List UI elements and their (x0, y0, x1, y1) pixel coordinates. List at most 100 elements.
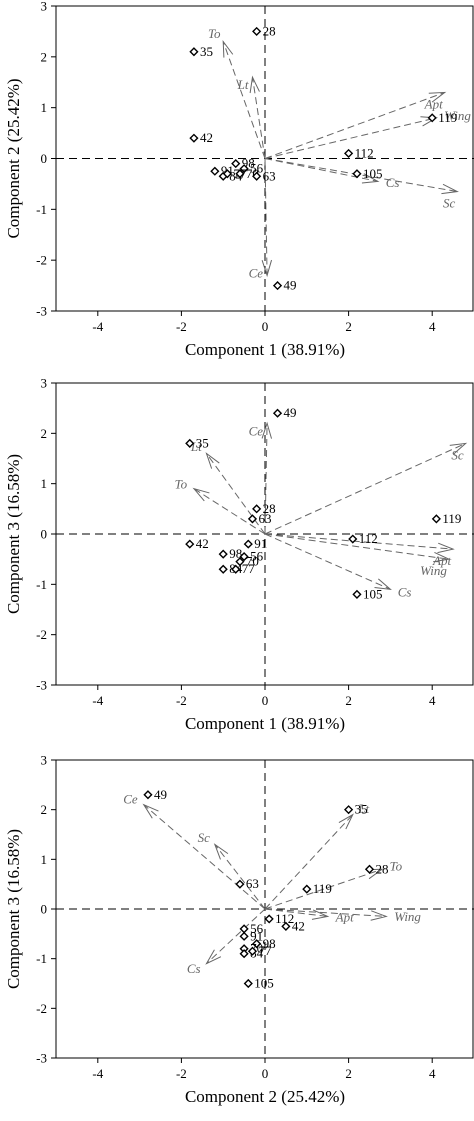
vector-label-lt: Lt (237, 77, 249, 92)
vector-cs (206, 908, 266, 964)
y-tick-label: 0 (41, 902, 48, 917)
chart-panel-1: -4 -2 0 2 4 -3 -2 -1 0 1 2 3 Component 1 (38.91%) Com… (4, 0, 474, 359)
vector-ce (264, 423, 268, 535)
point-91 (239, 931, 249, 941)
vector-lt (264, 814, 354, 910)
vector-lt (251, 77, 266, 159)
vector-label-to: To (390, 859, 403, 874)
x-tick-label: 4 (429, 319, 436, 334)
point-112 (344, 148, 354, 159)
point-49 (272, 408, 283, 418)
x-tick-label: 2 (345, 319, 352, 334)
point-42 (185, 539, 195, 549)
point-28 (252, 26, 262, 37)
vector-label-to: To (208, 26, 221, 41)
point-label-56: 56 (250, 161, 264, 176)
vector-label-cs: Cs (398, 585, 412, 600)
point-105 (352, 589, 362, 599)
point-84 (239, 949, 249, 959)
point-105 (243, 978, 253, 989)
point-70 (235, 169, 245, 179)
vector-arrowhead (433, 551, 451, 563)
vector-to (264, 868, 383, 910)
x-tick-label: -4 (92, 319, 103, 334)
vector-apt (264, 91, 445, 159)
y-tick-label: 2 (41, 802, 48, 817)
vector-label-sc: Sc (198, 830, 211, 845)
point-label-28: 28 (263, 23, 276, 38)
point-label-56: 56 (250, 921, 264, 936)
x-axis-title: Component 1 (38.91%) (185, 340, 345, 359)
vector-arrowhead (311, 909, 330, 920)
point-77 (231, 564, 241, 574)
vector-wing (264, 533, 449, 560)
vector-ce (264, 158, 268, 276)
vector-arrowhead (449, 442, 468, 455)
x-axis-title: Component 2 (25.42%) (185, 1087, 345, 1106)
point-label-77: 77 (242, 561, 256, 576)
y-tick-label: 2 (41, 426, 48, 441)
vector-label-wing: Wing (394, 909, 421, 924)
vector-arrowhead (192, 487, 210, 502)
y-tick-label: -3 (36, 678, 47, 693)
point-35 (344, 805, 354, 815)
vector-arrowhead (428, 91, 447, 103)
vector-label-ce: Ce (123, 791, 138, 806)
point-label-35: 35 (196, 435, 209, 450)
point-label-91: 91 (254, 536, 267, 551)
point-label-28: 28 (263, 501, 276, 516)
point-28 (252, 504, 262, 514)
y-tick-label: -1 (36, 202, 47, 217)
point-label-105: 105 (363, 166, 383, 181)
x-tick-label: -2 (176, 693, 187, 708)
vector-label-ce: Ce (249, 265, 264, 280)
y-tick-label: -3 (36, 304, 47, 319)
point-label-28: 28 (376, 861, 389, 876)
point-35 (189, 47, 199, 57)
point-105 (352, 169, 362, 179)
vector-label-sc: Sc (451, 447, 464, 462)
point-56 (239, 552, 249, 562)
vector-label-sc: Sc (443, 196, 456, 211)
point-label-112: 112 (275, 911, 294, 926)
x-tick-label: 0 (262, 1066, 269, 1081)
vector-arrowhead (213, 843, 229, 860)
y-tick-label: 2 (41, 49, 48, 64)
point-63 (235, 879, 245, 889)
point-label-91: 91 (250, 928, 263, 943)
vector-arrowhead (205, 949, 222, 965)
vector-label-lt: Lt (357, 801, 369, 816)
y-tick-label: -1 (36, 577, 47, 592)
vector-arrowhead (249, 75, 260, 94)
point-91 (210, 166, 220, 176)
x-tick-label: -4 (92, 693, 103, 708)
point-112 (264, 914, 274, 924)
y-tick-label: 1 (41, 476, 48, 491)
point-98 (231, 158, 241, 169)
x-tick-label: 4 (429, 1066, 436, 1081)
point-119 (431, 514, 441, 524)
point-label-105: 105 (254, 976, 274, 991)
x-tick-label: 0 (262, 693, 269, 708)
point-84 (218, 564, 228, 574)
vector-cs (264, 158, 378, 182)
vector-arrowhead (370, 910, 388, 921)
vector-sc (214, 844, 266, 910)
point-label-63: 63 (263, 168, 276, 183)
point-label-98: 98 (263, 936, 276, 951)
point-28 (364, 864, 375, 874)
point-49 (143, 790, 153, 800)
vector-arrowhead (261, 259, 273, 278)
point-98 (218, 549, 228, 559)
point-label-119: 119 (442, 511, 461, 526)
point-56 (239, 164, 249, 174)
point-91 (243, 539, 253, 549)
vector-arrowhead (437, 542, 455, 554)
y-tick-label: 3 (41, 753, 48, 768)
vector-label-wing: Wing (420, 563, 447, 578)
vector-wing (264, 908, 387, 917)
y-tick-label: -3 (36, 1051, 47, 1066)
point-label-56: 56 (250, 549, 264, 564)
point-label-49: 49 (284, 278, 297, 293)
